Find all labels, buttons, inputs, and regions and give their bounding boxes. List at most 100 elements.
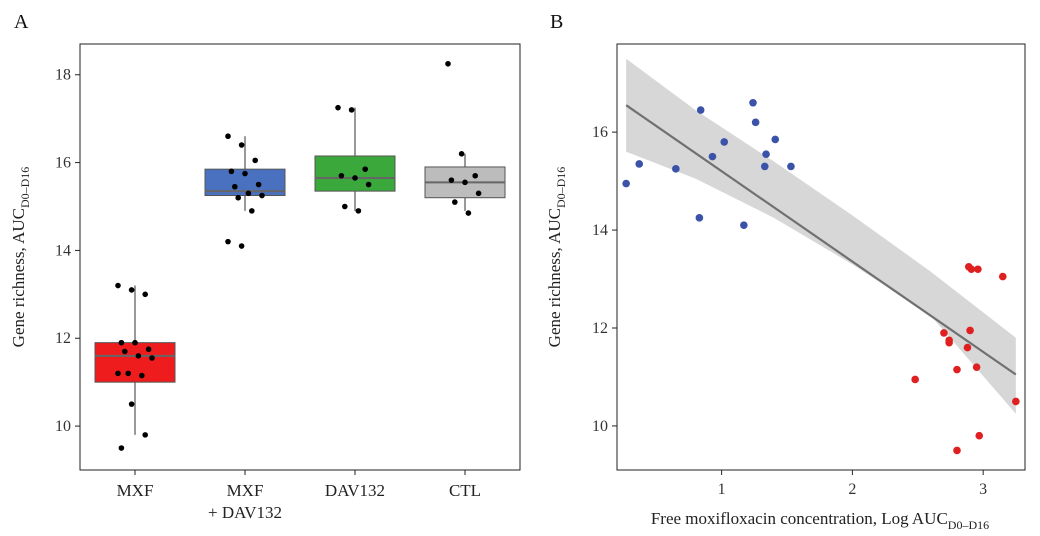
point-a-0-2 (142, 291, 148, 298)
x-axis-label-b-main: Free moxifloxacin concentration, Log AUC (651, 509, 948, 528)
point-a-1-8 (259, 192, 265, 199)
point-a-0-11 (115, 370, 121, 377)
y-tick-label-a-3: 16 (55, 155, 71, 172)
x-tick-label-b-1: 2 (848, 481, 856, 498)
confidence-band (626, 58, 1016, 414)
point-b-1-8 (966, 326, 974, 335)
point-b-0-0 (622, 179, 630, 188)
plot-frame-b (616, 43, 1026, 471)
panel-a-boxplot: A 10 12 14 16 18 MXF MXF + DAV132 DAV132 CTL Gen… (9, 11, 521, 522)
x-tick-label-b-0: 1 (718, 481, 726, 498)
point-b-0-9 (751, 118, 760, 127)
point-b-0-4 (696, 106, 705, 114)
point-a-0-5 (145, 346, 152, 353)
box-2 (314, 155, 396, 192)
point-b-0-10 (760, 162, 769, 171)
point-a-1-11 (225, 238, 231, 245)
point-a-3-7 (465, 210, 472, 216)
x-tick-label-a-2: DAV132 (325, 481, 385, 500)
x-tick-label-b-2: 3 (979, 481, 987, 498)
x-tick-label-a-1-line2: + DAV132 (208, 503, 282, 522)
point-b-0-3 (695, 214, 704, 222)
y-tick-label-b-2: 14 (592, 222, 608, 239)
point-a-0-1 (128, 287, 135, 293)
x-ticks-a: MXF MXF + DAV132 DAV132 CTL (117, 470, 481, 522)
point-a-0-6 (122, 348, 128, 355)
x-tick-label-a-0: MXF (117, 481, 154, 500)
point-b-0-13 (787, 162, 795, 171)
point-b-1-6 (963, 343, 972, 352)
point-a-3-3 (448, 177, 455, 183)
y-axis-label-b-subscript: D0–D16 (554, 167, 568, 208)
point-a-2-0 (335, 104, 341, 111)
x-tick-label-a-1: MXF (227, 481, 264, 500)
y-tick-label-a-4: 18 (55, 67, 71, 84)
point-a-2-1 (348, 107, 355, 113)
points-group-b (622, 98, 1020, 455)
point-b-1-10 (972, 363, 981, 371)
point-a-3-0 (445, 60, 451, 67)
point-b-0-1 (635, 160, 644, 168)
point-a-2-2 (362, 166, 369, 172)
y-axis-label-a: Gene richness, AUCD0–D16 (9, 167, 32, 348)
y-ticks-a: 10 12 14 16 18 (55, 67, 80, 435)
point-b-1-1 (940, 329, 948, 337)
point-b-1-12 (975, 431, 984, 440)
panel-label-b: B (550, 11, 563, 33)
y-axis-label-a-subscript: D0–D16 (18, 167, 32, 208)
y-tick-label-a-1: 12 (55, 330, 71, 347)
point-a-0-14 (118, 445, 125, 451)
point-a-1-6 (232, 183, 238, 190)
x-ticks-b: 1 2 3 (718, 470, 987, 498)
point-a-2-7 (355, 208, 362, 214)
x-tick-label-a-3: CTL (449, 481, 481, 500)
y-axis-label-b-main: Gene richness, AUC (545, 208, 564, 347)
point-a-1-9 (235, 194, 241, 201)
box-0 (94, 342, 176, 383)
point-a-3-5 (475, 190, 482, 197)
point-a-1-10 (249, 208, 255, 214)
point-a-2-3 (338, 172, 345, 179)
point-a-1-7 (245, 190, 252, 197)
point-a-1-3 (228, 168, 235, 175)
point-a-0-7 (135, 353, 142, 359)
point-b-1-4 (953, 365, 961, 374)
y-tick-label-a-0: 10 (55, 418, 71, 435)
point-b-1-3 (945, 338, 953, 347)
y-tick-label-b-3: 16 (592, 124, 608, 141)
point-b-0-2 (672, 165, 680, 173)
point-a-0-12 (128, 401, 135, 407)
point-b-1-5 (953, 446, 961, 455)
point-a-3-6 (452, 199, 458, 205)
box-group-a (94, 107, 506, 435)
point-a-2-5 (365, 181, 372, 188)
point-a-1-1 (238, 142, 245, 148)
y-axis-label-b: Gene richness, AUCD0–D16 (545, 167, 568, 348)
regression-line-group (625, 104, 1017, 376)
point-b-1-14 (1012, 397, 1020, 406)
point-b-1-9 (967, 265, 976, 274)
point-a-1-0 (225, 133, 231, 140)
point-b-1-11 (974, 265, 982, 274)
x-axis-label-b-subscript: D0–D16 (948, 518, 989, 532)
point-a-2-6 (342, 203, 348, 210)
point-a-0-10 (139, 372, 145, 379)
point-a-2-4 (352, 175, 358, 181)
x-axis-label-b: Free moxifloxacin concentration, Log AUC… (651, 509, 989, 532)
point-a-1-5 (255, 181, 262, 188)
point-b-0-7 (740, 221, 748, 229)
point-a-3-2 (472, 172, 479, 179)
point-a-1-12 (238, 243, 245, 249)
y-tick-label-b-1: 12 (592, 320, 608, 337)
y-tick-label-a-2: 14 (55, 242, 71, 259)
plot-frame-a (79, 43, 521, 471)
point-b-0-5 (708, 152, 717, 161)
point-a-0-4 (132, 339, 138, 346)
point-a-0-9 (125, 370, 131, 377)
point-a-3-1 (458, 150, 465, 157)
point-a-0-0 (115, 282, 121, 289)
point-b-1-0 (911, 375, 919, 384)
confidence-band-group (626, 58, 1016, 414)
point-a-0-3 (118, 339, 125, 346)
